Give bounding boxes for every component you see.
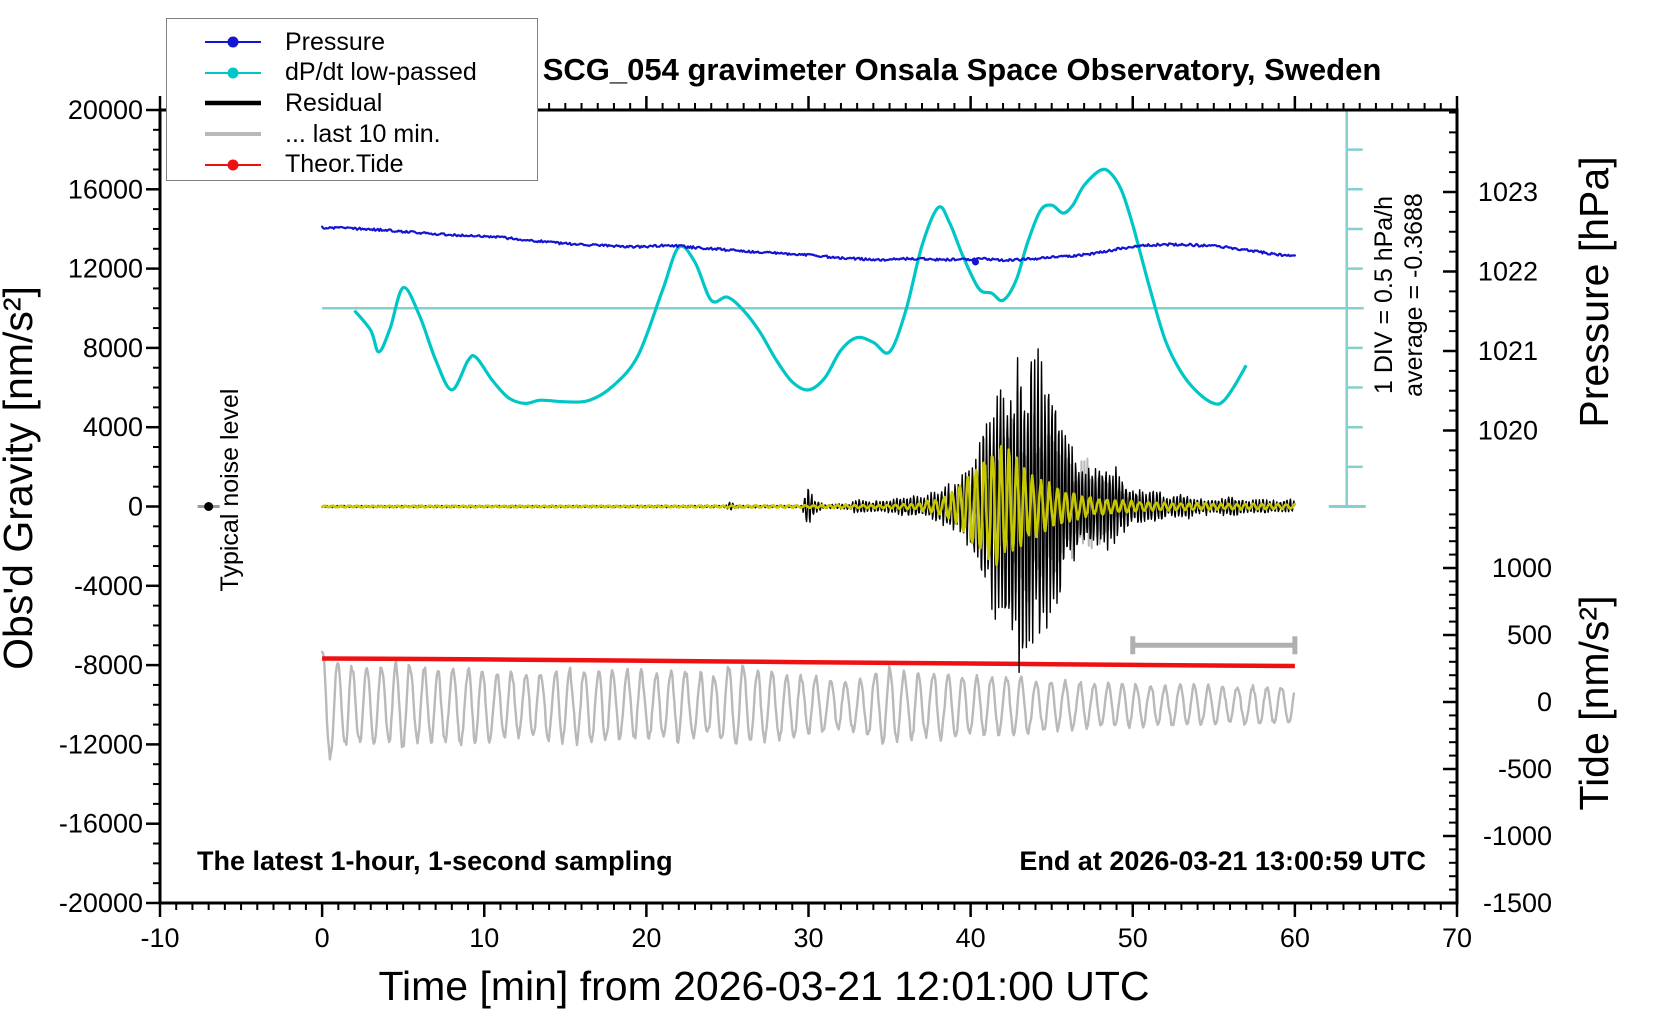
- legend-item-dpdt: dP/dt low-passed: [205, 58, 537, 89]
- end-time-note: End at 2026-03-21 13:00:59 UTC: [1019, 846, 1426, 876]
- tide-tick-label: 0: [1537, 687, 1552, 717]
- gravity-tick-label: 8000: [83, 333, 143, 363]
- tide-tick-label: -1000: [1483, 821, 1552, 851]
- legend-label: Pressure: [285, 27, 386, 56]
- x-tick-label: 60: [1280, 923, 1310, 953]
- scale-bar: [1130, 636, 1298, 655]
- theor-tide-curve: [322, 656, 1295, 669]
- legend-item-last10min: ... last 10 min.: [205, 119, 537, 150]
- noise-level-marker: [197, 502, 220, 511]
- legend-item-pressure: Pressure: [205, 27, 537, 58]
- pressure-tick-label: 1023: [1478, 177, 1538, 207]
- gravity-tick-label: 20000: [68, 95, 143, 125]
- tide-tick-label: -1500: [1483, 888, 1552, 918]
- gravity-tick-label: -16000: [59, 809, 143, 839]
- x-tick-label: -10: [140, 923, 179, 953]
- gravity-tick-label: 12000: [68, 254, 143, 284]
- tide-axis-title: Tide [nm/s²]: [1571, 596, 1617, 811]
- x-tick-label: 30: [793, 923, 823, 953]
- tide-tick-label: 1000: [1492, 553, 1552, 583]
- legend-label: dP/dt low-passed: [285, 58, 477, 87]
- gravity-tick-label: 4000: [83, 412, 143, 442]
- noise-level-label: Typical noise level: [216, 389, 244, 592]
- pressure-tick-label: 1021: [1478, 336, 1538, 366]
- x-tick-label: 20: [631, 923, 661, 953]
- legend-item-theortide: Theor.Tide: [205, 149, 537, 180]
- dpdt-curve: [353, 167, 1248, 406]
- legend-sample-pressure: [205, 36, 261, 48]
- legend-label: Residual: [285, 88, 383, 117]
- legend-sample-last10min: [205, 132, 261, 137]
- gravity-tick-label: -8000: [74, 650, 143, 680]
- pressure-tick-label: 1020: [1478, 416, 1538, 446]
- legend-label: Theor.Tide: [285, 150, 404, 179]
- x-tick-label: 40: [956, 923, 986, 953]
- x-tick-label: 0: [315, 923, 330, 953]
- pressure-outlier-dot: [971, 258, 979, 266]
- pressure-axis-title: Pressure [hPa]: [1571, 156, 1617, 427]
- legend-sample-residual: [205, 101, 261, 106]
- gravity-tick-label: -12000: [59, 729, 143, 759]
- gravity-tick-label: 16000: [68, 174, 143, 204]
- gravity-tick-label: 0: [128, 492, 143, 522]
- legend-sample-dpdt: [205, 67, 261, 79]
- x-tick-label: 10: [469, 923, 499, 953]
- tide-tick-label: -500: [1498, 754, 1552, 784]
- average-label: average = -0.3688: [1400, 193, 1428, 397]
- x-axis-title: Time [min] from 2026-03-21 12:01:00 UTC: [379, 963, 1150, 1009]
- legend-sample-theortide: [205, 159, 261, 171]
- x-tick-label: 70: [1442, 923, 1472, 953]
- gravity-tick-label: -20000: [59, 888, 143, 918]
- pressure-tick-label: 1022: [1478, 257, 1538, 287]
- sampling-note: The latest 1-hour, 1-second sampling: [197, 846, 673, 876]
- div-scale-label: 1 DIV = 0.5 hPa/h: [1370, 196, 1398, 394]
- x-tick-label: 50: [1118, 923, 1148, 953]
- residual-lowpassed-trace: [320, 444, 1297, 567]
- gravity-tick-label: -4000: [74, 571, 143, 601]
- dpdt-ruler: [322, 110, 1366, 508]
- pressure-curve: [321, 225, 1297, 263]
- legend-label: ... last 10 min.: [285, 119, 441, 148]
- chart-title: SCG_054 gravimeter Onsala Space Observat…: [542, 52, 1382, 87]
- legend: Pressure dP/dt low-passed Residual ... l…: [166, 18, 538, 181]
- legend-item-residual: Residual: [205, 88, 537, 119]
- residual-trace: [321, 348, 1296, 674]
- gravity-axis-title: Obs'd Gravity [nm/s²]: [0, 286, 41, 670]
- last10min-trace: [320, 650, 1296, 761]
- tide-tick-label: 500: [1507, 620, 1552, 650]
